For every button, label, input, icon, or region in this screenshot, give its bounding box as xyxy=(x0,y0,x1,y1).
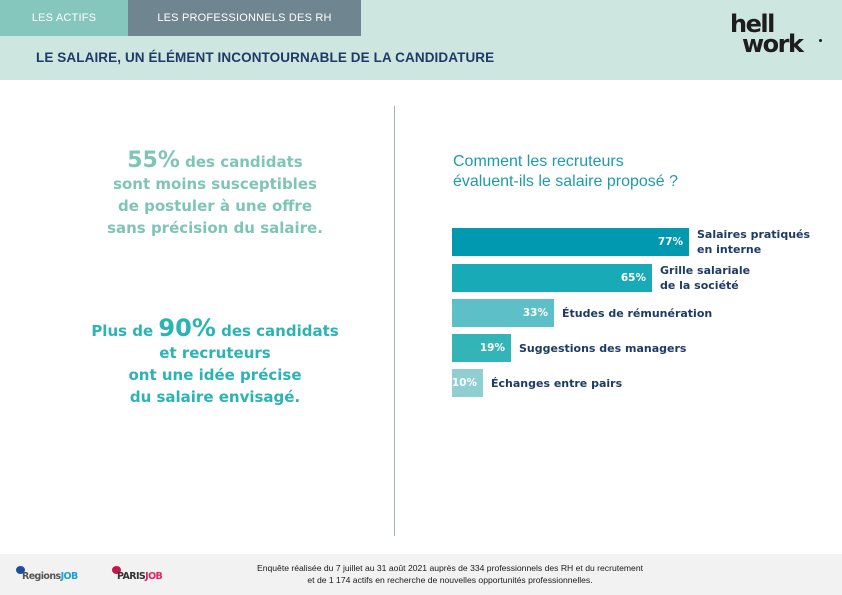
page-title: LE SALAIRE, UN ÉLÉMENT INCONTOURNABLE DE… xyxy=(36,50,495,65)
logo-line2: work xyxy=(742,30,804,58)
survey-note-line2: et de 1 174 actifs en recherche de nouve… xyxy=(307,575,593,585)
stat-90-percent: Plus de 90% des candidats et recruteurs … xyxy=(50,314,380,408)
bar: 19% xyxy=(452,334,511,362)
stat2-prefix: Plus de xyxy=(91,322,159,340)
parisjob-bubble-icon xyxy=(112,566,121,574)
category-label-line: Grille salariale xyxy=(660,264,751,277)
bar: 77% xyxy=(452,228,689,256)
category-label-line: Échanges entre pairs xyxy=(491,376,623,390)
bar-value-label: 33% xyxy=(522,307,548,319)
tab-les-professionnels-des-rh[interactable]: LES PROFESSIONNELS DES RH xyxy=(128,0,361,36)
stat2-line4: du salaire envisagé. xyxy=(129,388,301,406)
category-label-line: de la société xyxy=(660,279,739,292)
stat2-line1: des candidats xyxy=(215,322,339,340)
chart-question: Comment les recruteurs évaluent-ils le s… xyxy=(453,152,678,192)
stat-55-percent: 55% des candidats sont moins susceptible… xyxy=(60,150,370,239)
bar-category-label: Suggestions des managers xyxy=(519,334,686,362)
logo-line1: hell xyxy=(730,10,775,38)
footer xyxy=(0,554,842,595)
stat2-big-number: 90% xyxy=(158,314,216,342)
parisjob-logo: PARISJOB xyxy=(110,566,190,586)
bar-value-label: 77% xyxy=(657,236,683,248)
logo-dot xyxy=(819,39,822,42)
bar-category-label: Salaires pratiqués en interne xyxy=(697,228,810,256)
stat1-line1: des candidats xyxy=(179,153,303,171)
stat2-line3: ont une idée précise xyxy=(128,366,302,384)
bar-chart: 77% Salaires pratiqués en interne 65% Grille… xyxy=(452,228,832,398)
survey-note: Enquête réalisée du 7 juillet au 31 août… xyxy=(200,562,700,586)
category-label-line: en interne xyxy=(697,243,762,256)
stat1-line3: de postuler à une offre xyxy=(117,197,312,215)
parisjob-name: PARISJOB xyxy=(117,571,163,582)
bar-category-label: Grille salariale de la société xyxy=(660,264,750,292)
regionsjob-bubble-icon xyxy=(16,566,25,574)
stat2-line2: et recruteurs xyxy=(159,344,271,362)
category-label-line: Suggestions des managers xyxy=(519,341,687,355)
question-line1: Comment les recruteurs xyxy=(453,153,624,170)
category-label-line: Salaires pratiqués xyxy=(697,228,811,241)
stat1-line4: sans précision du salaire. xyxy=(107,219,323,237)
hellowork-logo: hell work xyxy=(728,10,828,58)
bar: 65% xyxy=(452,264,652,292)
regionsjob-name: RegionsJOB xyxy=(22,571,78,582)
category-label-line: Études de rémunération xyxy=(562,306,713,320)
bar: 10% xyxy=(452,369,483,397)
regionsjob-logo: RegionsJOB xyxy=(16,566,106,586)
bar: 33% xyxy=(452,299,554,327)
survey-note-line1: Enquête réalisée du 7 juillet au 31 août… xyxy=(256,563,644,573)
bar-category-label: Échanges entre pairs xyxy=(491,369,622,397)
bar-value-label: 19% xyxy=(479,342,505,354)
stat1-line2: sont moins susceptibles xyxy=(113,175,317,193)
vertical-divider xyxy=(394,106,395,536)
question-line2: évaluent-ils le salaire proposé ? xyxy=(453,173,679,190)
bar-category-label: Études de rémunération xyxy=(562,299,712,327)
stat1-big-number: 55% xyxy=(127,148,180,173)
tab-les-actifs[interactable]: LES ACTIFS xyxy=(0,0,128,36)
bar-value-label: 10% xyxy=(451,377,477,389)
bar-value-label: 65% xyxy=(620,272,646,284)
